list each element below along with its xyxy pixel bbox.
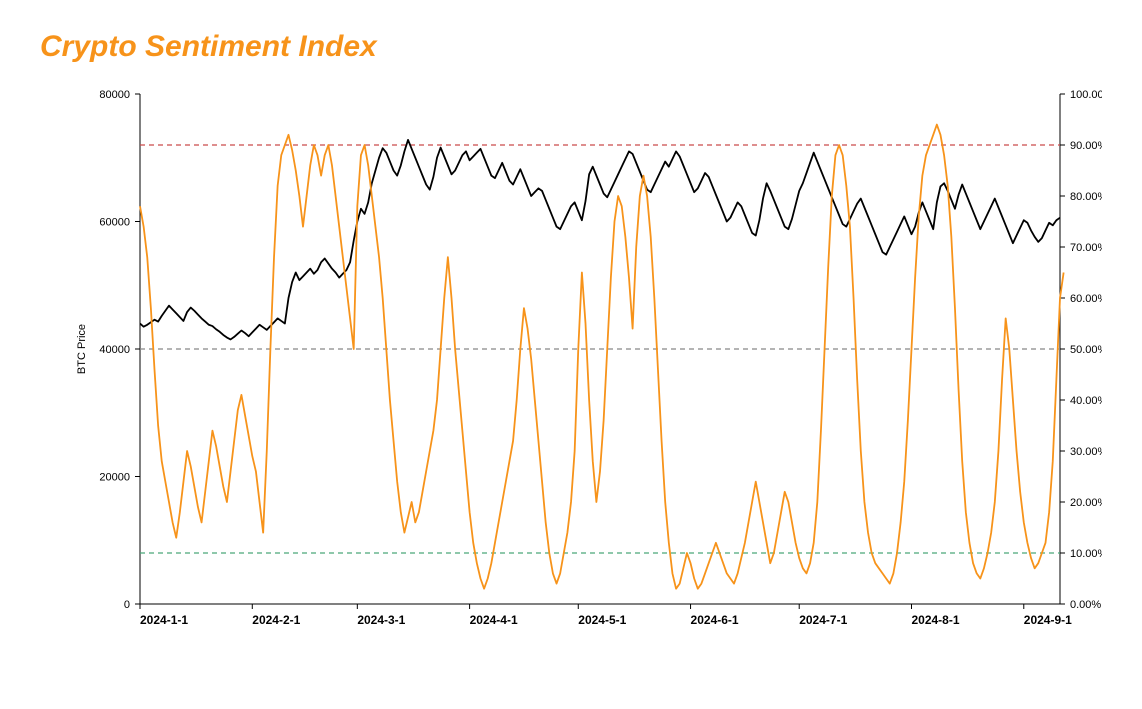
y2-tick-label: 10.00%: [1070, 548, 1102, 560]
y2-tick-label: 40.00%: [1070, 395, 1102, 407]
y2-tick-label: 80.00%: [1070, 191, 1102, 203]
y2-tick-label: 70.00%: [1070, 242, 1102, 254]
y2-tick-label: 90.00%: [1070, 140, 1102, 152]
chart-svg: 0 20000 40000 60000 80000 BTC Price 0.00% 10.00…: [40, 74, 1102, 674]
x-tick-label: 2024-3-1: [357, 613, 405, 627]
y2-tick-label: 50.00%: [1070, 344, 1102, 356]
y2-tick-label: 100.00%: [1070, 89, 1102, 101]
y1-tick-label: 40000: [99, 344, 130, 356]
y1-tick-label: 20000: [99, 472, 130, 484]
y2-tick-label: 60.00%: [1070, 293, 1102, 305]
x-tick-label: 2024-2-1: [252, 613, 300, 627]
chart-area: 0 20000 40000 60000 80000 BTC Price 0.00% 10.00…: [40, 74, 1102, 674]
y2-tick-label: 30.00%: [1070, 446, 1102, 458]
chart-title: Crypto Sentiment Index: [40, 30, 1102, 64]
x-tick-label: 2024-1-1: [140, 613, 188, 627]
y2-tick-label: 0.00%: [1070, 599, 1101, 611]
x-tick-label: 2024-9-1: [1024, 613, 1072, 627]
series-crypto-sentiment-index: [140, 125, 1064, 589]
chart-container: Crypto Sentiment Index 0 20000 40000 60000 8…: [0, 0, 1142, 709]
y1-tick-label: 80000: [99, 89, 130, 101]
x-tick-label: 2024-5-1: [578, 613, 626, 627]
y2-tick-label: 20.00%: [1070, 497, 1102, 509]
x-tick-label: 2024-8-1: [911, 613, 959, 627]
y1-axis-title: BTC Price: [76, 324, 88, 374]
series-btc-price: [140, 140, 1060, 340]
y1-tick-label: 60000: [99, 217, 130, 229]
x-tick-label: 2024-7-1: [799, 613, 847, 627]
x-tick-label: 2024-6-1: [691, 613, 739, 627]
x-tick-label: 2024-4-1: [470, 613, 518, 627]
y1-tick-label: 0: [124, 599, 130, 611]
